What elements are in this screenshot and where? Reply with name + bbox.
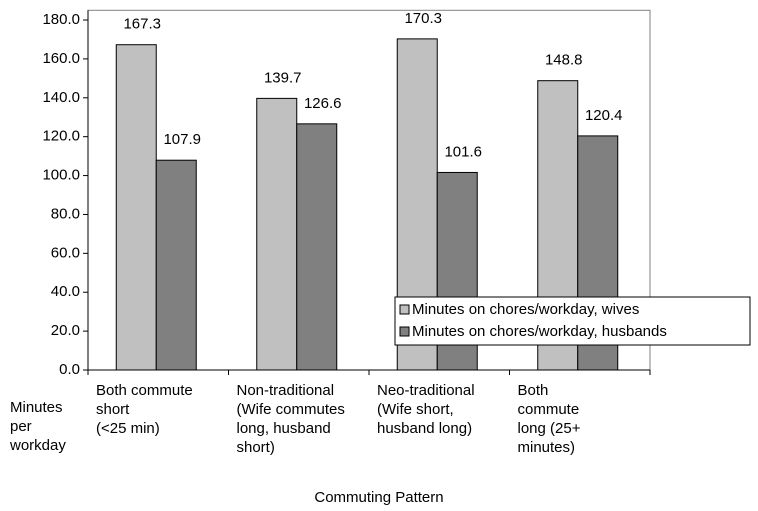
y-tick-label: 180.0 [42,11,80,28]
value-label: 139.7 [264,69,302,86]
y-tick-label: 20.0 [51,322,80,339]
legend-label: Minutes on chores/workday, husbands [412,323,667,340]
bar [256,97,298,371]
y-tick-label: 140.0 [42,89,80,106]
value-label: 126.6 [304,95,342,112]
bar [115,44,157,371]
value-label: 148.8 [545,52,583,69]
value-label: 170.3 [404,10,442,27]
legend-label: Minutes on chores/workday, wives [412,301,639,318]
y-tick-label: 0.0 [59,361,80,378]
legend-swatch [399,326,410,337]
y-tick-label: 120.0 [42,128,80,145]
y-tick-label: 80.0 [51,205,80,222]
x-axis-label: Commuting Pattern [314,489,444,506]
y-axis-label: Minutes per workday [10,399,66,454]
y-tick-label: 100.0 [42,167,80,184]
legend-swatch [399,304,410,315]
legend-box [394,296,751,346]
value-label: 120.4 [585,107,623,124]
y-tick-label: 40.0 [51,283,80,300]
x-tick-label: Neo-traditional (Wife short, husband lon… [377,382,475,437]
x-tick-label: Both commute short (<25 min) [96,382,193,437]
bar [155,159,197,371]
value-label: 167.3 [123,16,161,33]
x-tick-label: Both commute long (25+ minutes) [517,382,581,456]
x-tick-label: Non-traditional (Wife commutes long, hus… [236,382,345,456]
value-label: 107.9 [163,131,201,148]
bar [296,123,338,371]
y-tick-label: 160.0 [42,50,80,67]
y-tick-label: 60.0 [51,244,80,261]
value-label: 101.6 [444,143,482,160]
